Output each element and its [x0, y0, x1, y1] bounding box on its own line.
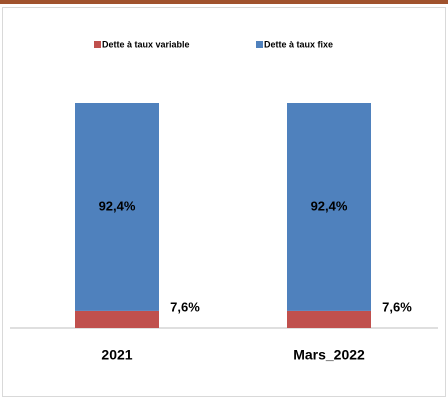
- x-tick-label: 2021: [101, 347, 132, 363]
- legend-label: Dette à taux fixe: [264, 39, 333, 49]
- top-stripe: [0, 0, 448, 4]
- chart-frame: [2, 7, 446, 397]
- value-label: 92,4%: [311, 198, 348, 213]
- bar-segment: [75, 103, 159, 311]
- value-label: 7,6%: [170, 299, 200, 314]
- bar-segment: [287, 310, 371, 328]
- legend-swatch: [94, 41, 101, 48]
- value-label: 92,4%: [99, 198, 136, 213]
- value-label: 7,6%: [382, 299, 412, 314]
- legend-label: Dette à taux variable: [102, 39, 190, 49]
- bar-segment: [75, 310, 159, 328]
- x-tick-label: Mars_2022: [293, 347, 365, 363]
- legend-swatch: [256, 41, 263, 48]
- bar-segment: [287, 103, 371, 311]
